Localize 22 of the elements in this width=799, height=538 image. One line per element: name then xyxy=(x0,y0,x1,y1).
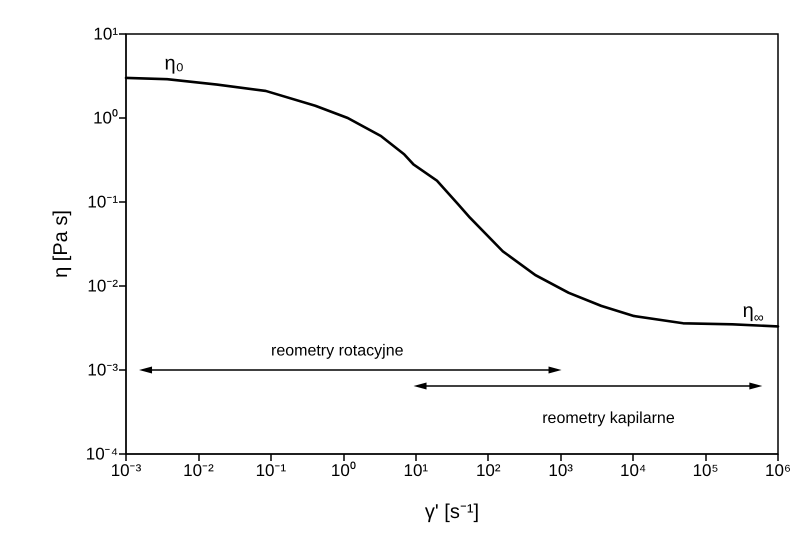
x-tick-label: 10⁻³ xyxy=(110,461,142,480)
x-tick-label: 10⁵ xyxy=(692,461,719,480)
y-axis-title: η [Pa s] xyxy=(50,210,72,278)
x-tick-label: 10⁻¹ xyxy=(256,461,287,480)
y-tick-label: 10⁻² xyxy=(87,276,118,296)
y-tick-label: 10⁻¹ xyxy=(87,192,118,212)
x-tick-label: 10¹ xyxy=(403,461,428,480)
annotation: η∞ xyxy=(742,300,764,326)
y-tick-label: 10⁻³ xyxy=(87,360,118,380)
y-tick-label: 10¹ xyxy=(93,24,118,44)
y-tick-label: 10⁰ xyxy=(93,108,118,128)
y-tick-label: 10⁻⁴ xyxy=(86,444,118,464)
annotation: reometry kapilarne xyxy=(542,410,675,427)
x-tick-label: 10² xyxy=(476,461,501,480)
x-tick-label: 10⁴ xyxy=(620,461,646,480)
annotation: η₀ xyxy=(164,52,184,74)
annotation: reometry rotacyjne xyxy=(271,342,404,360)
x-tick-label: 10⁰ xyxy=(330,461,356,480)
x-tick-label: 10³ xyxy=(548,461,574,480)
x-tick-label: 10⁶ xyxy=(765,461,791,480)
x-tick-label: 10⁻² xyxy=(183,461,214,480)
x-axis-title: γ' [s⁻¹] xyxy=(424,501,480,523)
